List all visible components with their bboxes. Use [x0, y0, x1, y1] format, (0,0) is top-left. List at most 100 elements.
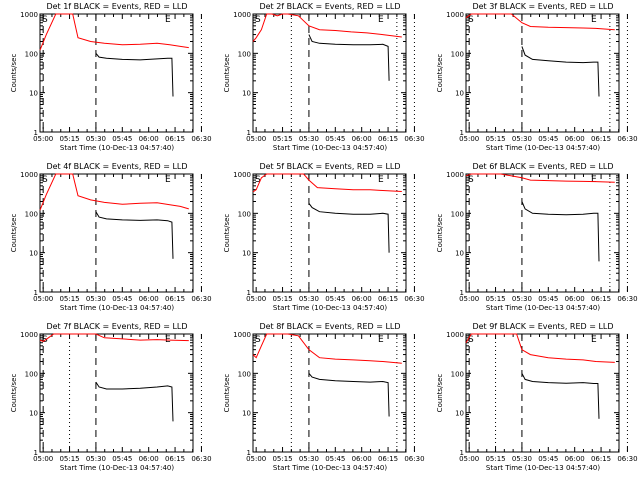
plot-frame [465, 173, 620, 293]
plot-frame [252, 333, 407, 453]
y-tick-label: 1 [247, 129, 251, 137]
detector-panel-2: Det 2f BLACK = Events, RED = LLD 1 10 100 10… [223, 2, 425, 152]
x-tick-label: 06:15 [165, 135, 185, 143]
y-axis-label: Counts/sec [436, 54, 444, 93]
x-tick-label: 05:15 [485, 455, 505, 463]
x-tick-label: 05:30 [299, 295, 319, 303]
y-tick-label: 100 [238, 210, 251, 218]
y-tick-label: 100 [451, 370, 464, 378]
start-marker-label: S [42, 15, 48, 25]
y-tick-label: 1000 [20, 171, 38, 179]
x-tick-label: 06:15 [378, 455, 398, 463]
detector-panel-6: Det 6f BLACK = Events, RED = LLD 1 10 100 10… [436, 162, 638, 312]
panel-title: Det 3f BLACK = Events, RED = LLD [472, 2, 613, 11]
x-axis-label: Start Time (10-Dec-13 04:57:40) [273, 144, 387, 152]
x-tick-label: 06:30 [404, 135, 424, 143]
x-tick-label: 06:15 [378, 135, 398, 143]
start-marker-label: S [255, 15, 261, 25]
x-tick-label: 06:30 [404, 455, 424, 463]
x-tick-label: 06:15 [591, 455, 611, 463]
x-axis-label: Start Time (10-Dec-13 04:57:40) [486, 144, 600, 152]
x-tick-label: 05:00 [459, 295, 479, 303]
plot-frame [465, 333, 620, 453]
x-tick-label: 05:45 [112, 295, 132, 303]
y-axis-label: Counts/sec [223, 54, 231, 93]
x-tick-label: 06:15 [378, 295, 398, 303]
y-tick-label: 1 [34, 129, 38, 137]
y-tick-label: 1000 [446, 331, 464, 339]
x-tick-label: 05:00 [459, 135, 479, 143]
end-marker-label: E [591, 15, 597, 25]
start-marker-label: S [468, 15, 474, 25]
detector-panel-4: Det 4f BLACK = Events, RED = LLD 1 10 100 10… [10, 162, 212, 312]
end-marker-label: E [591, 335, 597, 345]
x-tick-label: 06:15 [165, 295, 185, 303]
y-tick-label: 1000 [20, 331, 38, 339]
lld-series-line [465, 173, 615, 183]
events-series-line [521, 201, 600, 262]
x-tick-label: 06:15 [591, 295, 611, 303]
plot-frame [39, 13, 194, 133]
x-tick-label: 05:00 [33, 135, 53, 143]
y-axis-label: Counts/sec [436, 214, 444, 253]
x-tick-label: 06:30 [617, 295, 637, 303]
x-tick-label: 05:45 [112, 455, 132, 463]
panel-title: Det 6f BLACK = Events, RED = LLD [472, 162, 613, 171]
x-tick-label: 06:30 [191, 455, 211, 463]
y-tick-label: 10 [455, 410, 464, 418]
x-tick-label: 05:30 [299, 135, 319, 143]
detector-panel-9: Det 9f BLACK = Events, RED = LLD 1 10 100 10… [436, 322, 638, 472]
start-marker-label: S [255, 335, 261, 345]
x-tick-label: 06:30 [191, 295, 211, 303]
panel-title: Det 9f BLACK = Events, RED = LLD [472, 322, 613, 331]
events-series-line [95, 381, 174, 422]
lld-series-line [465, 13, 615, 31]
plot-frame [252, 173, 407, 293]
end-marker-label: E [378, 335, 384, 345]
y-tick-label: 10 [29, 410, 38, 418]
y-tick-label: 1 [34, 449, 38, 457]
detector-panel-3: Det 3f BLACK = Events, RED = LLD 1 10 100 10… [436, 2, 638, 152]
plot-frame [465, 13, 620, 133]
lld-series-line [39, 173, 189, 211]
events-series-line [95, 52, 174, 97]
x-tick-label: 05:45 [325, 295, 345, 303]
panel-title: Det 7f BLACK = Events, RED = LLD [46, 322, 187, 331]
x-tick-label: 06:30 [617, 455, 637, 463]
end-marker-label: E [165, 175, 171, 185]
y-axis-label: Counts/sec [10, 54, 18, 93]
plot-frame [252, 13, 407, 133]
y-tick-label: 10 [29, 90, 38, 98]
events-series-line [308, 372, 390, 417]
y-tick-label: 10 [29, 250, 38, 258]
x-tick-label: 06:30 [617, 135, 637, 143]
panel-title: Det 1f BLACK = Events, RED = LLD [46, 2, 187, 11]
y-tick-label: 1 [460, 289, 464, 297]
y-tick-label: 10 [455, 250, 464, 258]
panel-title: Det 4f BLACK = Events, RED = LLD [46, 162, 187, 171]
y-tick-label: 10 [242, 250, 251, 258]
x-tick-label: 05:45 [538, 135, 558, 143]
y-tick-label: 1 [460, 449, 464, 457]
events-series-line [308, 34, 390, 81]
x-tick-label: 05:15 [272, 135, 292, 143]
y-tick-label: 1 [247, 449, 251, 457]
start-marker-label: S [255, 175, 261, 185]
y-axis-label: Counts/sec [436, 374, 444, 413]
x-tick-label: 06:00 [352, 135, 372, 143]
x-tick-label: 05:45 [538, 295, 558, 303]
y-tick-label: 100 [451, 50, 464, 58]
events-series-line [521, 373, 600, 419]
lld-series-line [252, 13, 402, 42]
x-tick-label: 05:45 [112, 135, 132, 143]
end-marker-label: E [378, 175, 384, 185]
lld-series-line [39, 13, 189, 51]
lld-series-line [252, 173, 402, 193]
x-tick-label: 06:00 [139, 135, 159, 143]
x-tick-label: 06:30 [191, 135, 211, 143]
x-tick-label: 06:00 [352, 295, 372, 303]
x-tick-label: 05:15 [485, 295, 505, 303]
x-axis-label: Start Time (10-Dec-13 04:57:40) [60, 144, 174, 152]
x-tick-label: 05:45 [325, 135, 345, 143]
